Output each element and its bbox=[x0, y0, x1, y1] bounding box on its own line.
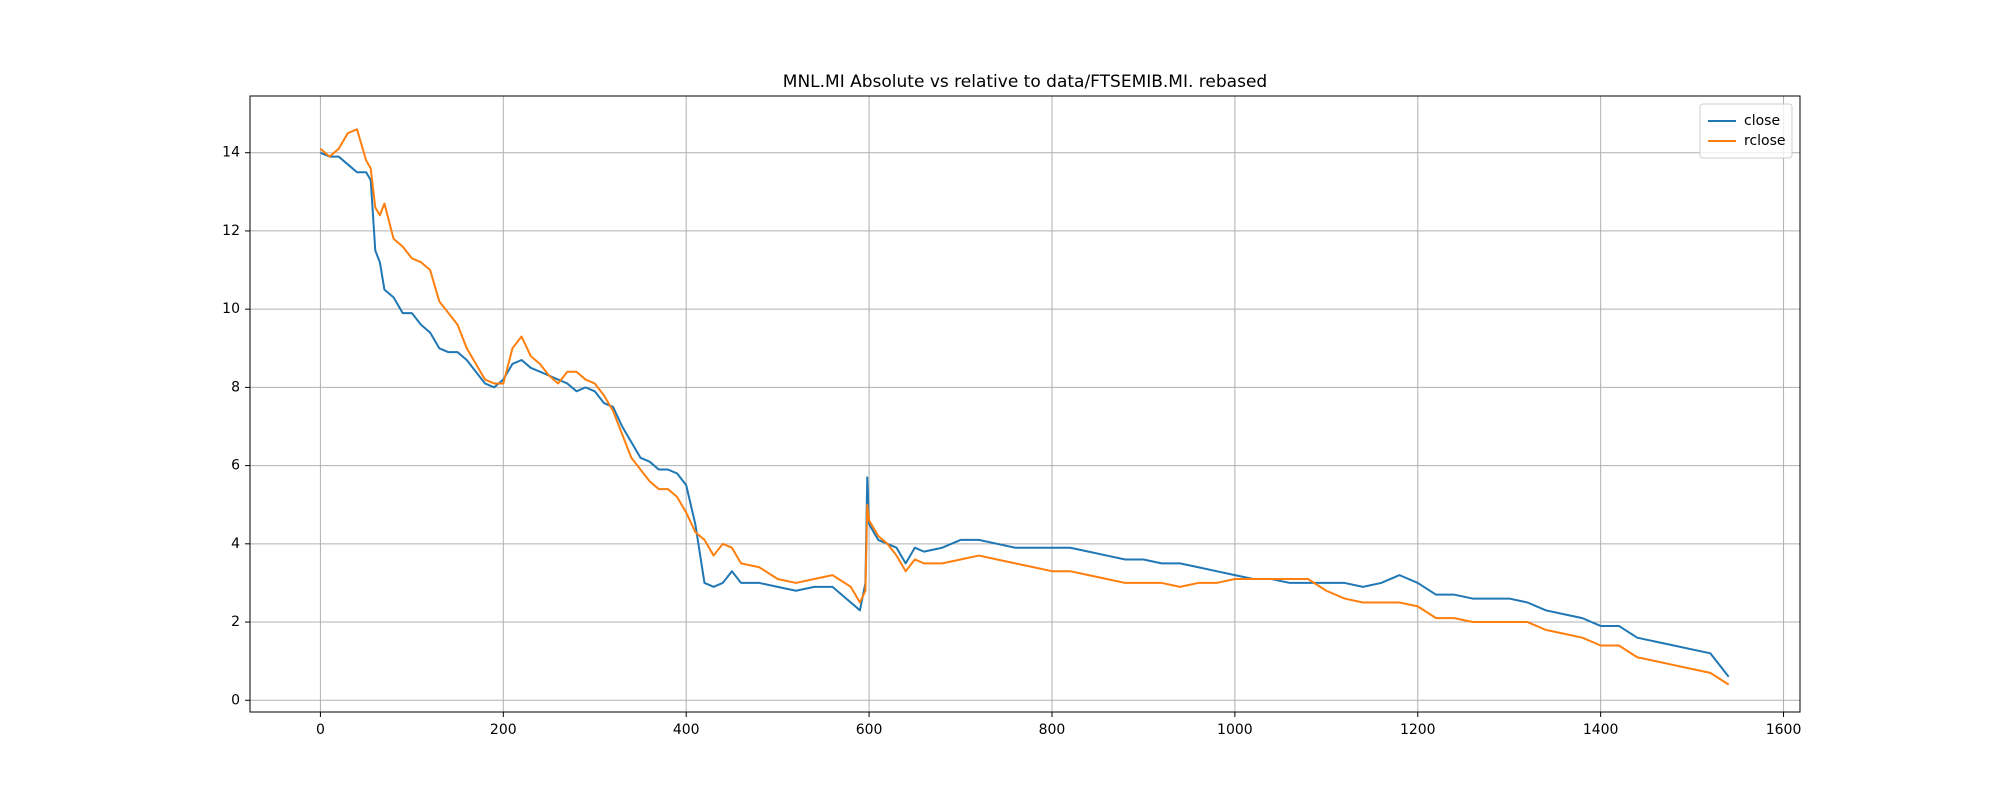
x-tick-label: 1600 bbox=[1766, 722, 1802, 738]
x-tick-label: 200 bbox=[490, 722, 517, 738]
legend-box bbox=[1699, 103, 1793, 159]
x-tick-label: 1400 bbox=[1583, 722, 1619, 738]
x-tick-label: 800 bbox=[1039, 722, 1066, 738]
x-tick-label: 1200 bbox=[1400, 722, 1436, 738]
y-tick-label: 6 bbox=[231, 458, 240, 474]
y-tick-label: 4 bbox=[231, 536, 240, 552]
x-tick-label: 400 bbox=[673, 722, 700, 738]
chart-title: MNL.MI Absolute vs relative to data/FTSE… bbox=[783, 72, 1267, 92]
y-tick-label: 12 bbox=[222, 223, 240, 239]
y-tick-label: 10 bbox=[222, 301, 240, 317]
axes-frame bbox=[249, 95, 1801, 713]
line-series bbox=[319, 128, 1730, 686]
line-series bbox=[320, 151, 1730, 678]
legend-label: close bbox=[1744, 113, 1780, 129]
x-tick-label: 1000 bbox=[1217, 722, 1253, 738]
y-tick-label: 8 bbox=[231, 379, 240, 395]
y-tick-label: 2 bbox=[231, 614, 240, 630]
x-tick-label: 600 bbox=[856, 722, 883, 738]
y-tick-label: 14 bbox=[222, 145, 240, 161]
y-tick-label: 0 bbox=[231, 692, 240, 708]
x-tick-label: 0 bbox=[316, 722, 325, 738]
legend-label: rclose bbox=[1744, 133, 1786, 149]
